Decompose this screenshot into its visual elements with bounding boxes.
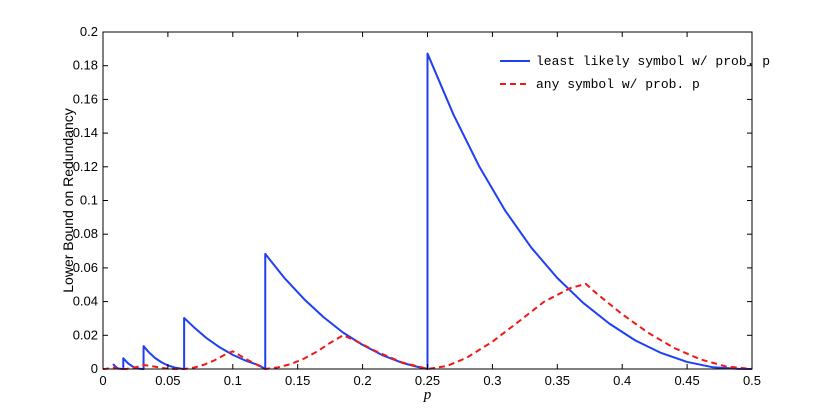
y-tick-label: 0.04 [73, 294, 98, 309]
x-axis-label: p [423, 387, 432, 403]
x-tick-label: 0.25 [415, 373, 440, 388]
legend: least likely symbol w/ prob. p any symbo… [494, 48, 770, 96]
series-line-0 [112, 52, 753, 370]
y-tick-label: 0 [91, 361, 98, 376]
x-tick-label: 0 [99, 373, 106, 388]
x-tick-label: 0.35 [545, 373, 570, 388]
x-tick-label: 0.4 [613, 373, 631, 388]
y-tick-label: 0.06 [73, 260, 98, 275]
y-tick-label: 0.08 [73, 226, 98, 241]
x-tick-label: 0.3 [483, 373, 501, 388]
legend-label-least-likely: least likely symbol w/ prob. p [536, 54, 770, 69]
legend-label-any-symbol: any symbol w/ prob. p [536, 77, 700, 92]
legend-box [494, 48, 744, 96]
y-axis-label: Lower Bound on Redundancy [60, 108, 76, 292]
y-tick-label: 0.16 [73, 91, 98, 106]
y-tick-label: 0.12 [73, 159, 98, 174]
y-tick-label: 0.02 [73, 327, 98, 342]
series-line-1 [102, 282, 753, 370]
y-tick-label: 0.14 [73, 125, 98, 140]
x-tick-label: 0.15 [285, 373, 310, 388]
x-tick-label: 0.05 [155, 373, 180, 388]
y-tick-label: 0.18 [73, 58, 98, 73]
plot-series [102, 52, 753, 370]
x-tick-label: 0.2 [354, 373, 372, 388]
x-tick-label: 0.5 [743, 373, 761, 388]
y-ticks: 0 0.02 0.04 0.06 0.08 0.1 0.12 0.14 0.16 0.18 0.2 [73, 24, 752, 376]
x-ticks: 0 0.05 0.1 0.15 0.2 0.25 0.3 0.35 0.4 0.45 0.5 [99, 32, 761, 388]
x-tick-label: 0.1 [224, 373, 242, 388]
y-tick-label: 0.1 [80, 193, 98, 208]
x-tick-label: 0.45 [674, 373, 699, 388]
y-tick-label: 0.2 [80, 24, 98, 39]
